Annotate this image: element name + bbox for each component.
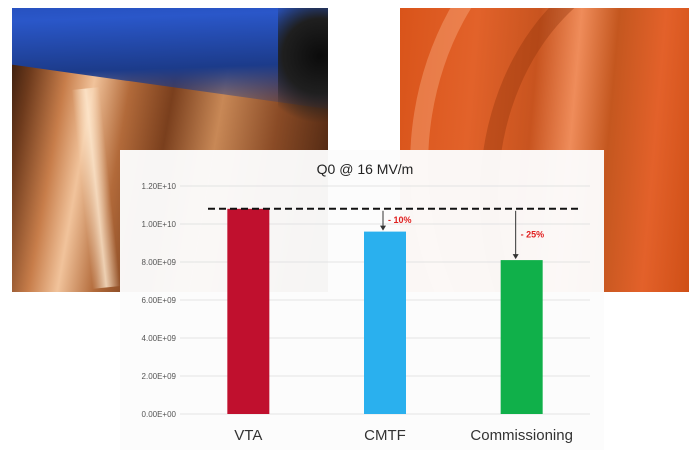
y-tick-label: 0.00E+00: [142, 410, 177, 419]
x-category-label: VTA: [234, 427, 262, 444]
y-tick-label: 1.20E+10: [142, 182, 177, 191]
y-tick-label: 4.00E+09: [142, 334, 177, 343]
annotation-label: - 25%: [521, 229, 545, 239]
x-category-label: Commissioning: [470, 427, 573, 444]
dark-wire: [278, 8, 328, 128]
bar-commissioning: [500, 260, 543, 414]
chart-title: Q0 @ 16 MV/m: [317, 161, 414, 177]
y-tick-label: 1.00E+10: [142, 220, 177, 229]
y-tick-label: 6.00E+09: [142, 296, 177, 305]
chart-panel: Q0 @ 16 MV/m 0.00E+00 2.00E+09 4.00E+09 6.00…: [120, 150, 604, 450]
y-tick-label: 2.00E+09: [142, 372, 177, 381]
bar-chart: Q0 @ 16 MV/m 0.00E+00 2.00E+09 4.00E+09 6.00…: [142, 161, 590, 444]
annotation-arrowhead: [380, 225, 386, 231]
annotation-label: - 10%: [388, 215, 412, 225]
copper-highlight: [71, 87, 121, 289]
y-tick-label: 8.00E+09: [142, 258, 177, 267]
bar-cmtf: [364, 231, 406, 414]
bar-vta: [227, 208, 270, 414]
x-category-label: CMTF: [364, 427, 406, 444]
annotation-arrowhead: [512, 254, 519, 260]
